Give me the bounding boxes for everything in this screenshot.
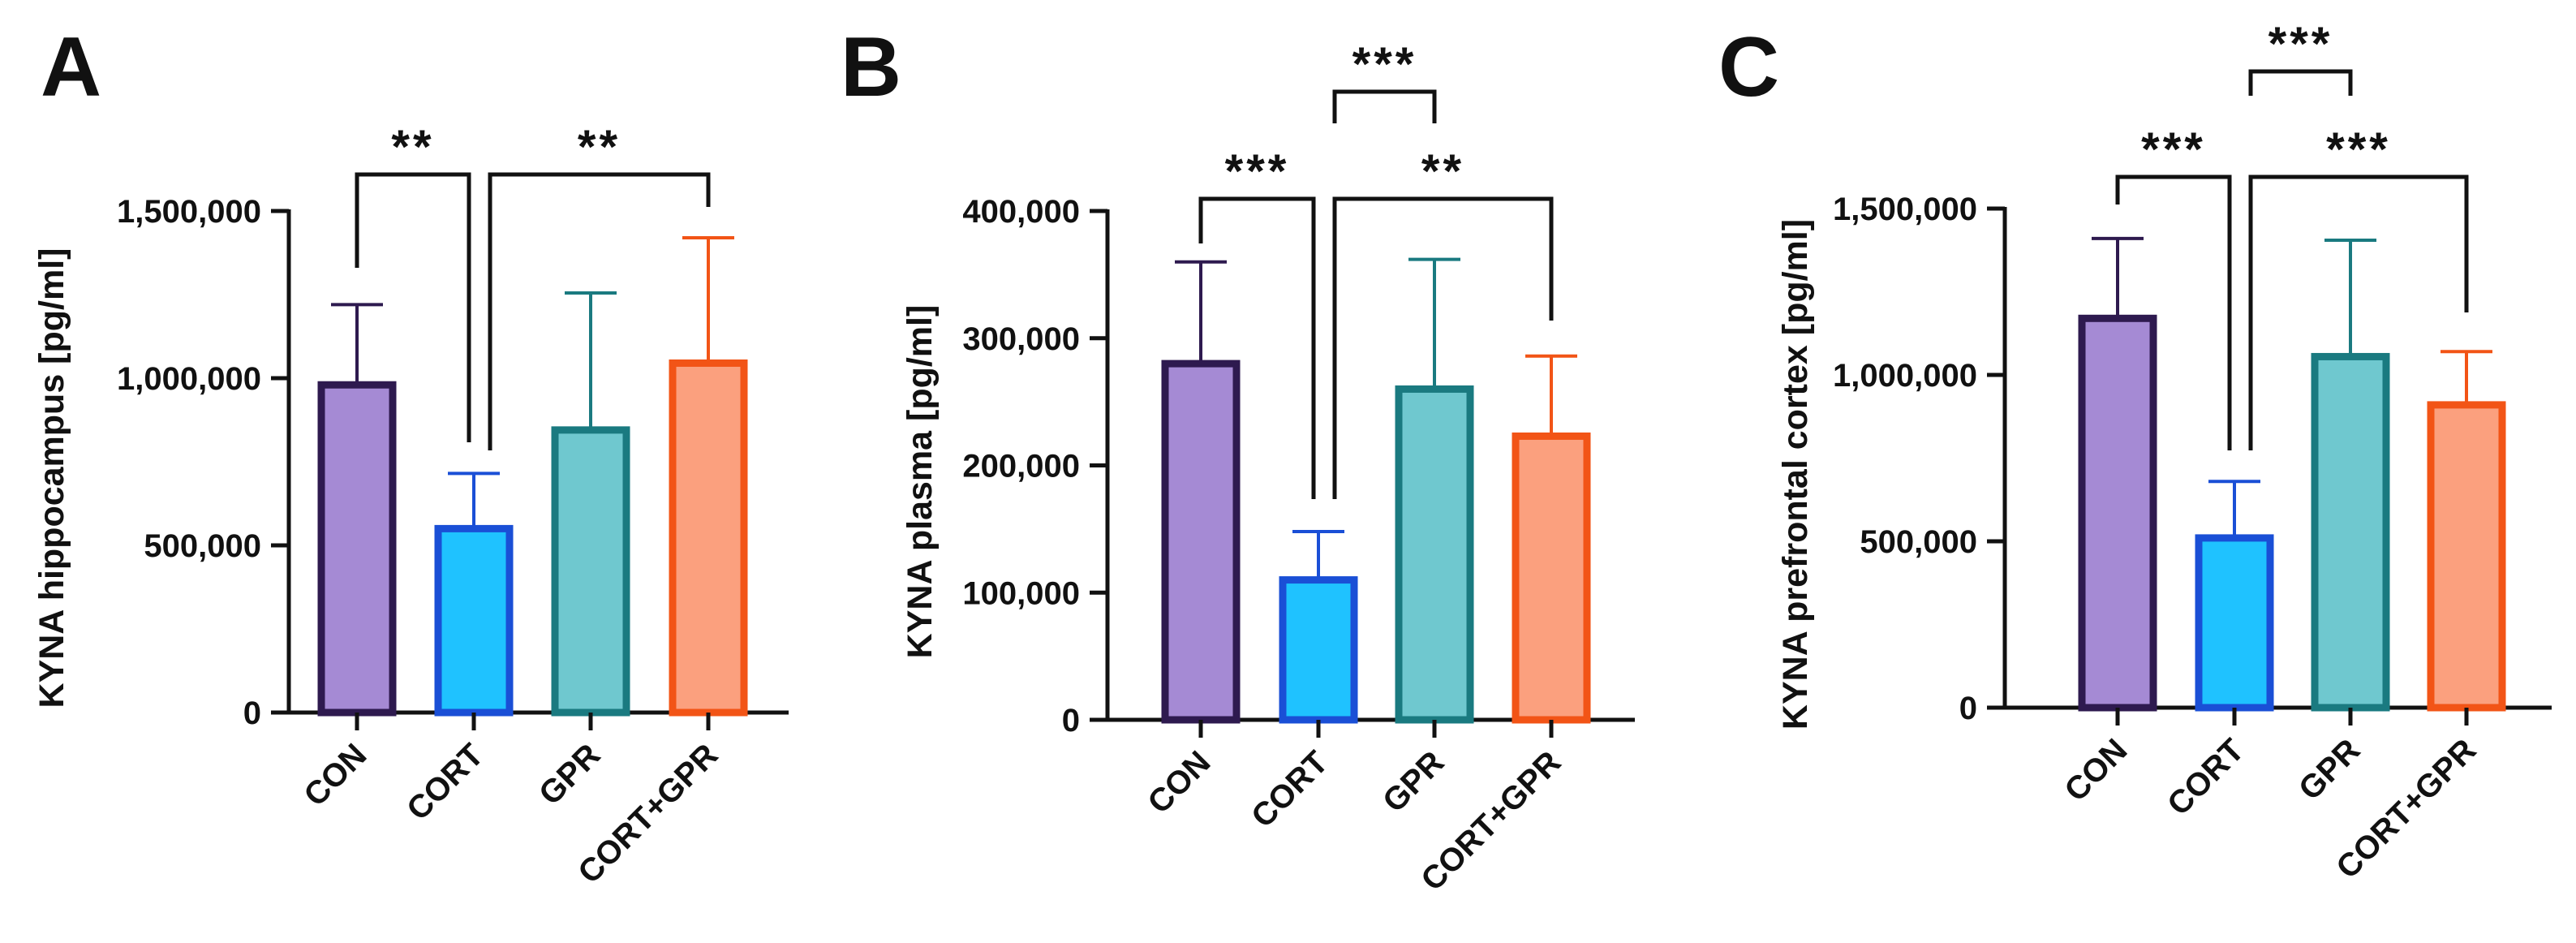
- y-tick-label: 500,000: [144, 528, 261, 564]
- significance-bracket: [1198, 196, 1316, 499]
- panel-a: A KYNA hippocampus [pg/ml] 0 500,000 1,000,0…: [32, 20, 789, 890]
- panel-letter: A: [41, 20, 101, 114]
- bar-cort: [2195, 534, 2274, 712]
- significance-bracket: [355, 172, 471, 442]
- x-tick-label-cort: CORT: [2161, 732, 2251, 822]
- significance-bracket: [2115, 174, 2232, 450]
- y-tick-label: 300,000: [962, 321, 1080, 357]
- x-tick-label-con: CON: [1141, 744, 1217, 820]
- y-axis-label: KYNA hippocampus [pg/ml]: [32, 248, 71, 708]
- significance-bracket: [488, 172, 711, 450]
- panel-c: C KYNA prefrontal cortex [pg/ml] 0 500,000 1…: [1718, 18, 2552, 885]
- x-tick-label-cort: CORT: [400, 737, 490, 827]
- y-tick-label: 1,500,000: [117, 194, 261, 230]
- y-tick-label: 1,000,000: [117, 361, 261, 397]
- y-tick-label: 200,000: [962, 449, 1080, 484]
- y-tick-label: 100,000: [962, 575, 1080, 611]
- bar-gpr: [551, 426, 630, 717]
- significance-label: ***: [1353, 38, 1417, 91]
- bar-cort: [434, 524, 514, 717]
- significance-label: ***: [2269, 18, 2333, 71]
- y-axis-label: KYNA prefrontal cortex [pg/ml]: [1776, 219, 1815, 730]
- bar-cort-plus-gpr: [2427, 401, 2506, 712]
- significance-bracket: [1332, 196, 1554, 499]
- y-tick-label: 1,500,000: [1833, 192, 1977, 227]
- significance-label: ***: [2141, 123, 2206, 176]
- y-tick-label: 500,000: [1860, 524, 1977, 560]
- x-tick-label-gpr: GPR: [2292, 732, 2367, 807]
- significance-label: ***: [2326, 123, 2391, 176]
- significance-label: **: [391, 121, 434, 174]
- panel-letter: B: [841, 20, 901, 114]
- y-tick-label: 0: [1062, 703, 1080, 738]
- significance-label: **: [578, 121, 621, 174]
- significance-label: ***: [1225, 145, 1290, 198]
- x-tick-label-gpr: GPR: [1376, 744, 1451, 819]
- y-tick-label: 0: [1959, 691, 1977, 726]
- significance-bracket: [2248, 69, 2353, 96]
- bar-cort-plus-gpr: [1512, 432, 1591, 724]
- significance-bracket: [1332, 89, 1437, 123]
- bar-cort: [1279, 576, 1358, 724]
- y-tick-label: 0: [243, 695, 261, 731]
- x-tick-label-con: CON: [297, 737, 373, 813]
- bar-con: [2078, 314, 2157, 712]
- bar-gpr: [1395, 385, 1474, 724]
- x-tick-label-gpr: GPR: [532, 737, 607, 812]
- bar-gpr: [2311, 352, 2390, 712]
- x-tick-label-cort: CORT: [1245, 744, 1335, 834]
- y-axis-label: KYNA plasma [pg/ml]: [901, 305, 940, 659]
- y-tick-label: 1,000,000: [1833, 358, 1977, 394]
- bar-cort-plus-gpr: [669, 359, 748, 717]
- bar-con: [317, 381, 397, 717]
- panel-b: B KYNA plasma [pg/ml] 0 100,000 200,000 300,0…: [841, 20, 1635, 898]
- y-tick-label: 400,000: [962, 194, 1080, 230]
- panel-letter: C: [1718, 20, 1779, 114]
- x-tick-label-con: CON: [2058, 732, 2134, 808]
- significance-bracket: [2248, 174, 2469, 450]
- bar-con: [1161, 360, 1241, 724]
- significance-label: **: [1421, 145, 1464, 198]
